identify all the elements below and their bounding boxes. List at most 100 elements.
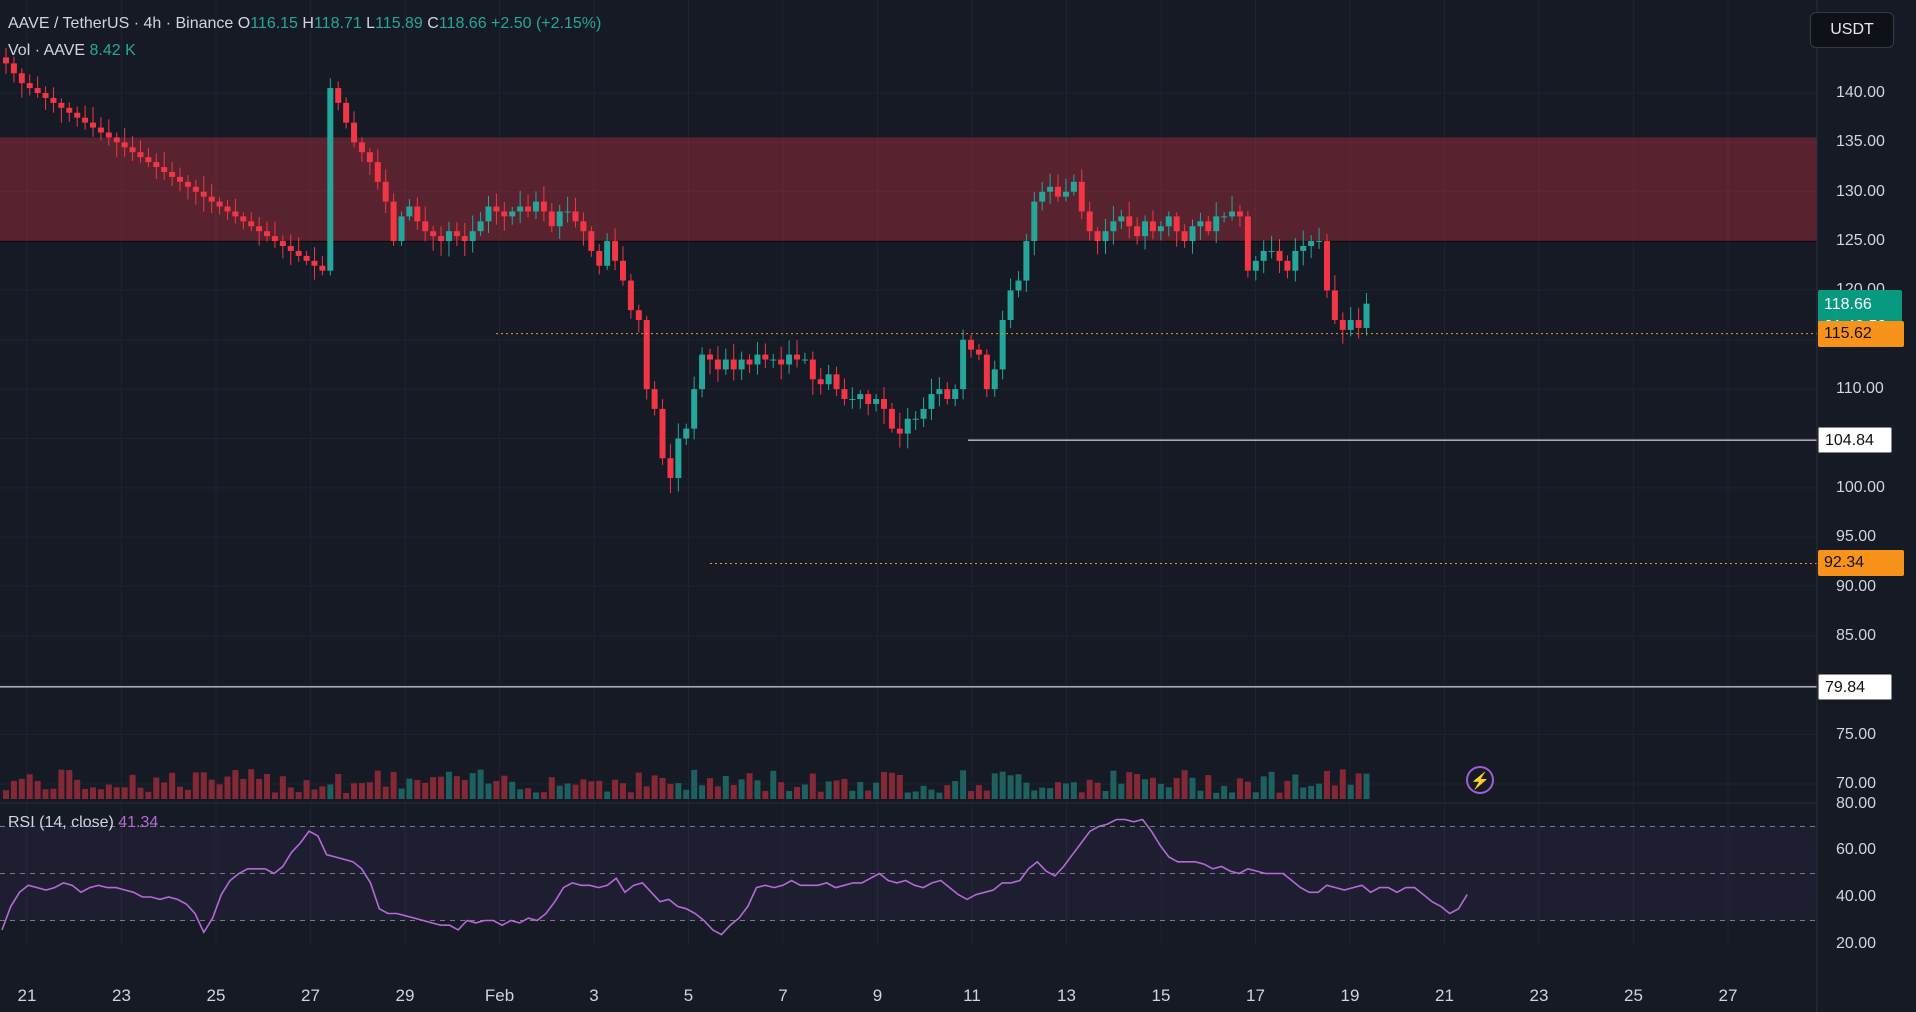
currency-button[interactable]: USDT (1810, 12, 1894, 48)
candle-body (1007, 290, 1014, 321)
volume-bar (1292, 774, 1299, 799)
volume-bar (1149, 777, 1156, 799)
candle-body (1323, 241, 1330, 291)
candle-body (1086, 211, 1093, 232)
candle-body (1070, 181, 1077, 192)
volume-bar (422, 782, 429, 799)
candle-body (746, 359, 753, 365)
candle-body (351, 122, 358, 143)
volume-bar (604, 791, 611, 799)
candle-body (627, 280, 634, 311)
volume-bar (3, 790, 9, 799)
rsi-tick: 20.00 (1836, 935, 1877, 952)
candle-body (469, 231, 476, 242)
candle-body (208, 196, 215, 202)
level-tag-92: 92.34 (1818, 550, 1904, 577)
volume-bar (1276, 792, 1283, 799)
candle-body (224, 206, 231, 212)
volume-bar (517, 789, 524, 799)
candle-body (319, 265, 326, 271)
volume-bar (809, 773, 816, 799)
volume-bar (588, 781, 595, 799)
volume-bar (161, 782, 168, 799)
volume-bar (1110, 770, 1117, 799)
volume-bar (50, 788, 57, 799)
rsi-legend: RSI (14, close) 41.34 (8, 814, 158, 832)
symbol-name: AAVE / TetherUS · 4h · Binance (8, 15, 234, 32)
volume-bar (714, 786, 721, 799)
candle-body (232, 211, 239, 217)
candle-body (1276, 250, 1283, 261)
time-tick: 13 (1057, 986, 1076, 1005)
candle-body (501, 211, 508, 217)
candle-body (453, 231, 460, 237)
volume-bar (706, 778, 713, 799)
rsi-tick: 80.00 (1836, 795, 1877, 812)
candle-body (612, 241, 619, 261)
volume-bar (1244, 781, 1251, 799)
volume-bar (1102, 790, 1109, 799)
candle-body (137, 152, 144, 158)
candle-body (66, 107, 73, 113)
price-tick: 135.00 (1836, 133, 1885, 151)
volume-bar (746, 773, 753, 799)
volume-bar (184, 789, 191, 799)
candle-body (794, 354, 800, 360)
lightning-icon[interactable]: ⚡ (1466, 766, 1494, 794)
candle-body (667, 458, 674, 478)
volume-bar (1181, 770, 1188, 799)
candle-body (366, 152, 373, 163)
volume-bar (34, 781, 41, 799)
candle-body (706, 354, 713, 360)
candle-body (548, 211, 555, 227)
volume-bar (556, 785, 563, 799)
candle-body (1039, 191, 1046, 202)
volume-bar (351, 783, 358, 799)
volume-bar (525, 788, 532, 799)
candle-body (588, 231, 595, 251)
volume-bar (1055, 782, 1062, 799)
candle-body (619, 260, 626, 281)
rsi-tick: 40.00 (1836, 888, 1877, 905)
volume-bar (1260, 776, 1267, 799)
volume-bar (1229, 792, 1236, 799)
price-tick: 100.00 (1836, 478, 1885, 496)
high-label: H (302, 15, 314, 32)
volume-bar (303, 780, 310, 799)
rsi-label: RSI (14, close) (8, 814, 114, 831)
candle-body (335, 88, 342, 103)
price-tick: 95.00 (1836, 528, 1877, 546)
candle-body (382, 181, 389, 202)
candle-body (699, 354, 706, 390)
volume-bar (256, 778, 263, 799)
candle-body (406, 206, 413, 217)
volume-bar (382, 786, 389, 799)
volume-bar (738, 779, 745, 799)
candle-body (1284, 260, 1291, 271)
candle-body (540, 201, 547, 212)
volume-bar (74, 779, 81, 799)
volume-bar (10, 780, 17, 799)
candle-body (461, 236, 468, 242)
volume-bar (240, 778, 247, 799)
volume-bar (66, 770, 73, 799)
volume-bar (105, 784, 112, 799)
volume-bar (833, 780, 840, 799)
rsi-pane (0, 818, 1817, 936)
candle-body (303, 255, 310, 261)
volume-bar (501, 775, 508, 799)
volume-bar (1118, 783, 1125, 799)
volume-bar (801, 784, 808, 799)
candle-body (42, 93, 49, 98)
candle-body (714, 359, 721, 370)
volume-bar (1015, 774, 1022, 799)
volume-bar (1007, 775, 1014, 799)
volume-bar (667, 783, 674, 799)
volume-bar (485, 783, 492, 799)
candlestick-series (3, 47, 1370, 494)
volume-bar (169, 772, 176, 799)
volume-bar (1173, 778, 1180, 799)
candle-body (97, 127, 104, 133)
candle-body (10, 63, 17, 74)
